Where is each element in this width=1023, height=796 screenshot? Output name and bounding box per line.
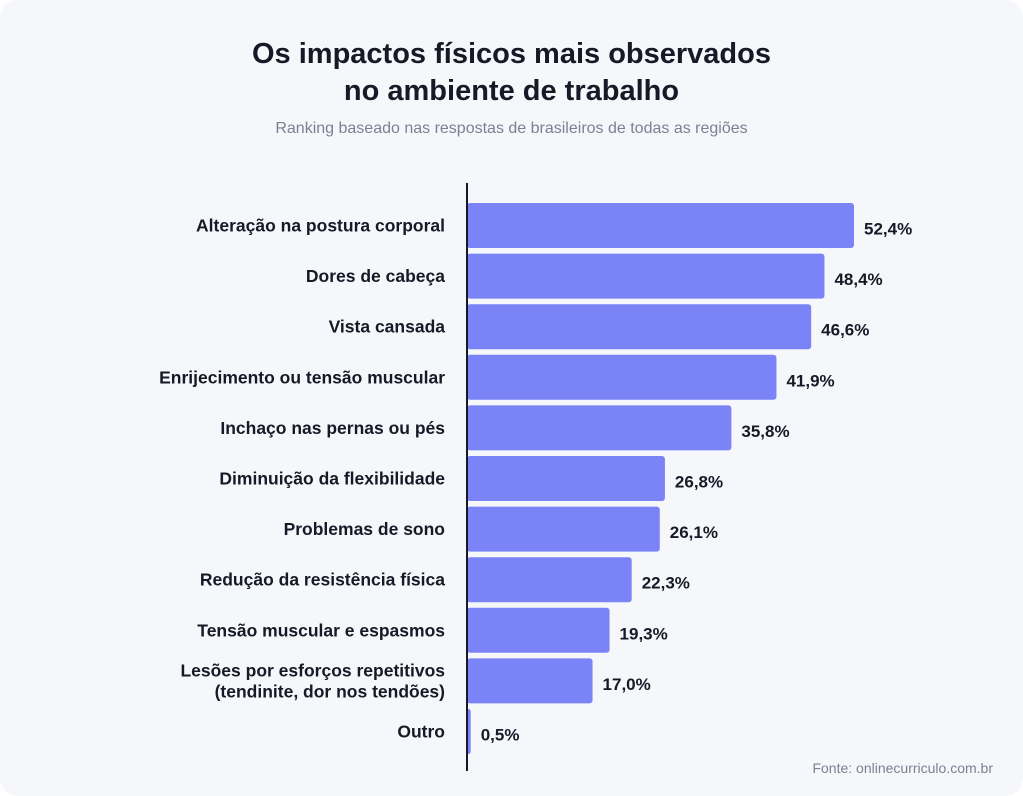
category-label: Alteração na postura corporal xyxy=(196,216,445,236)
value-label: 26,1% xyxy=(670,523,718,542)
bar xyxy=(467,607,610,653)
bar xyxy=(467,405,732,451)
chart-title-line-1: Os impactos físicos mais observados xyxy=(252,38,771,70)
category-label: Vista cansada xyxy=(329,317,446,337)
source-note: Fonte: onlinecurriculo.com.br xyxy=(812,760,993,776)
bar xyxy=(467,203,854,248)
category-label: Diminuição da flexibilidade xyxy=(219,469,445,489)
chart-title: Os impactos físicos mais observados no a… xyxy=(0,36,1023,110)
bar xyxy=(467,354,777,400)
category-label: Problemas de sono xyxy=(284,519,445,539)
bar xyxy=(467,658,593,704)
category-label: Outro xyxy=(397,722,445,742)
value-label: 22,3% xyxy=(642,574,690,593)
bar xyxy=(467,557,632,603)
category-label: Enrijecimento ou tensão muscular xyxy=(159,367,445,387)
category-label: Dores de cabeça xyxy=(306,266,445,286)
bar xyxy=(467,506,660,552)
bar xyxy=(467,253,825,299)
bar xyxy=(467,304,812,350)
value-label: 48,4% xyxy=(834,270,882,289)
category-label: Redução da resistência física xyxy=(200,570,445,590)
value-label: 52,4% xyxy=(864,220,912,239)
bar xyxy=(467,456,665,501)
value-label: 26,8% xyxy=(675,473,723,492)
value-label: 19,3% xyxy=(620,624,668,643)
value-label: 0,5% xyxy=(481,726,520,745)
value-label: 41,9% xyxy=(786,371,834,390)
value-label: 46,6% xyxy=(821,321,869,340)
chart-title-line-2: no ambiente de trabalho xyxy=(343,75,680,107)
value-label: 35,8% xyxy=(741,422,789,441)
category-label: Inchaço nas pernas ou pés xyxy=(220,418,445,438)
value-label: 17,0% xyxy=(603,675,651,694)
category-label: Lesões por esforços repetitivos (tendinit… xyxy=(180,660,445,701)
chart-subtitle: Ranking baseado nas respostas de brasile… xyxy=(275,120,748,137)
category-label: Tensão muscular e espasmos xyxy=(197,620,445,640)
